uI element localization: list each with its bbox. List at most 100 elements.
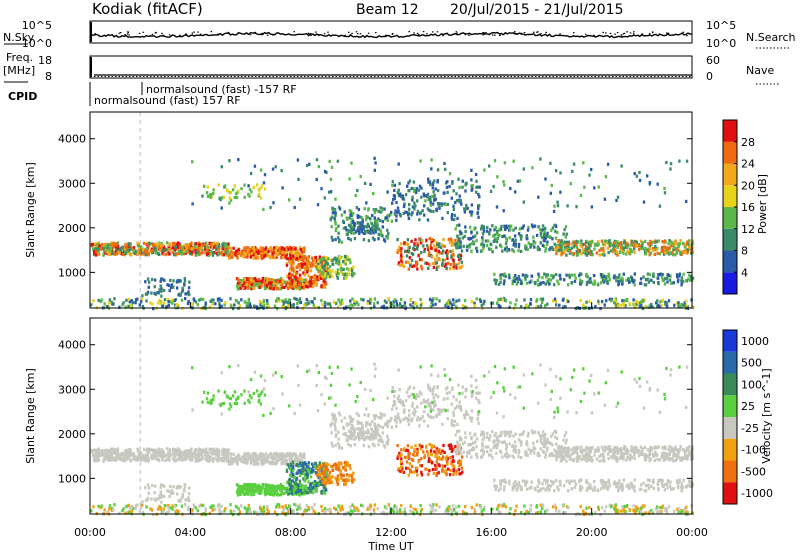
echo-cell	[145, 453, 148, 457]
echo-cell	[116, 246, 120, 250]
echo-cell	[125, 298, 128, 302]
echo-cell	[459, 200, 463, 204]
echo-cell	[248, 247, 252, 251]
echo-cell	[445, 266, 448, 270]
echo-cell	[429, 246, 433, 250]
echo-cell	[203, 247, 207, 251]
echo-cell	[407, 211, 411, 215]
echo-cell	[97, 298, 100, 302]
echo-cell	[494, 282, 498, 286]
echo-cell	[586, 241, 589, 245]
echo-cell	[417, 188, 421, 192]
echo-cell	[297, 299, 300, 303]
echo-cell	[618, 242, 621, 246]
echo-cell	[186, 498, 189, 502]
echo-cell	[164, 247, 167, 251]
echo-cell	[256, 484, 259, 488]
echo-cell	[617, 275, 620, 279]
echo-cell	[219, 198, 222, 202]
echo-cell	[220, 253, 224, 257]
echo-cell	[495, 205, 499, 209]
echo-cell	[194, 455, 197, 459]
echo-cell	[310, 300, 313, 304]
echo-cell	[482, 229, 486, 233]
echo-cell	[489, 189, 493, 193]
echo-cell	[613, 244, 617, 248]
echo-cell	[188, 499, 191, 503]
echo-cell	[433, 179, 436, 183]
echo-cell	[607, 272, 610, 276]
echo-cell	[350, 269, 354, 273]
echo-cell	[426, 207, 430, 211]
echo-cell	[428, 251, 431, 255]
echo-cell	[223, 448, 226, 452]
echo-cell	[569, 182, 572, 186]
echo-cell	[365, 201, 368, 205]
echo-cell	[369, 228, 373, 232]
echo-cell	[419, 238, 422, 242]
echo-cell	[541, 297, 544, 301]
echo-cell	[488, 231, 491, 235]
echo-cell	[463, 299, 467, 303]
echo-cell	[331, 274, 334, 278]
echo-cell	[187, 492, 191, 496]
echo-cell	[291, 453, 295, 457]
echo-cell	[380, 305, 383, 309]
echo-cell	[459, 243, 462, 247]
echo-cell	[672, 245, 676, 250]
echo-cell	[682, 272, 685, 276]
echo-cell	[373, 228, 376, 232]
echo-cell	[380, 208, 383, 212]
echo-cell	[601, 252, 604, 257]
echo-cell	[249, 171, 253, 176]
echo-cell	[290, 285, 293, 289]
echo-cell	[373, 238, 376, 242]
echo-cell	[613, 301, 616, 305]
echo-cell	[444, 250, 448, 254]
echo-cell	[630, 243, 633, 247]
echo-cell	[602, 242, 605, 246]
echo-cell	[679, 250, 682, 254]
echo-cell	[144, 280, 147, 284]
echo-cell	[174, 247, 177, 251]
echo-cell	[272, 455, 276, 459]
echo-cell	[446, 190, 449, 194]
echo-cell	[150, 455, 153, 459]
echo-cell	[498, 228, 501, 232]
echo-cell	[688, 246, 691, 250]
echo-cell	[303, 255, 307, 259]
echo-cell	[248, 280, 252, 284]
echo-cell	[199, 458, 202, 462]
echo-cell	[481, 242, 484, 246]
echo-cell	[665, 246, 669, 250]
echo-cell	[372, 192, 375, 196]
echo-cell	[293, 492, 296, 496]
echo-cell	[303, 267, 307, 272]
echo-cell	[263, 456, 266, 460]
echo-cell	[113, 297, 116, 301]
echo-cell	[644, 247, 647, 251]
echo-cell	[589, 244, 592, 248]
echo-cell	[414, 204, 417, 208]
echo-cell	[480, 224, 484, 228]
echo-cell	[665, 304, 669, 308]
echo-cell	[522, 167, 525, 171]
echo-cell	[290, 264, 293, 268]
nsearch-point	[485, 32, 487, 34]
echo-cell	[238, 280, 241, 284]
echo-cell	[585, 282, 589, 286]
echo-cell	[295, 491, 298, 495]
echo-cell	[271, 286, 274, 291]
echo-cell	[345, 228, 348, 232]
echo-cell	[300, 470, 303, 474]
echo-cell	[514, 303, 517, 307]
echo-cell	[491, 224, 494, 228]
echo-cell	[298, 297, 302, 301]
echo-cell	[271, 255, 274, 259]
echo-cell	[495, 278, 498, 283]
echo-cell	[241, 490, 245, 494]
echo-cell	[168, 495, 171, 499]
echo-cell	[359, 221, 362, 225]
echo-cell	[502, 180, 505, 184]
echo-cell	[509, 301, 512, 305]
